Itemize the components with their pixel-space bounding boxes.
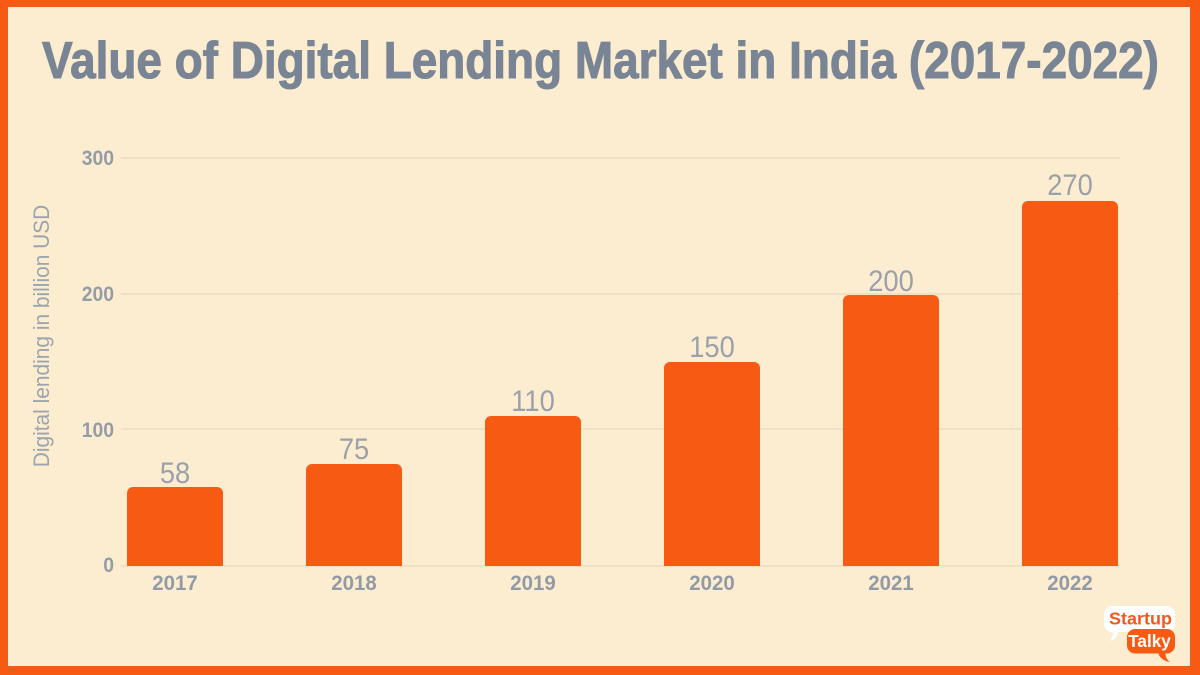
svg-text:Startup: Startup xyxy=(1109,608,1172,628)
svg-text:Talky: Talky xyxy=(1128,631,1171,651)
